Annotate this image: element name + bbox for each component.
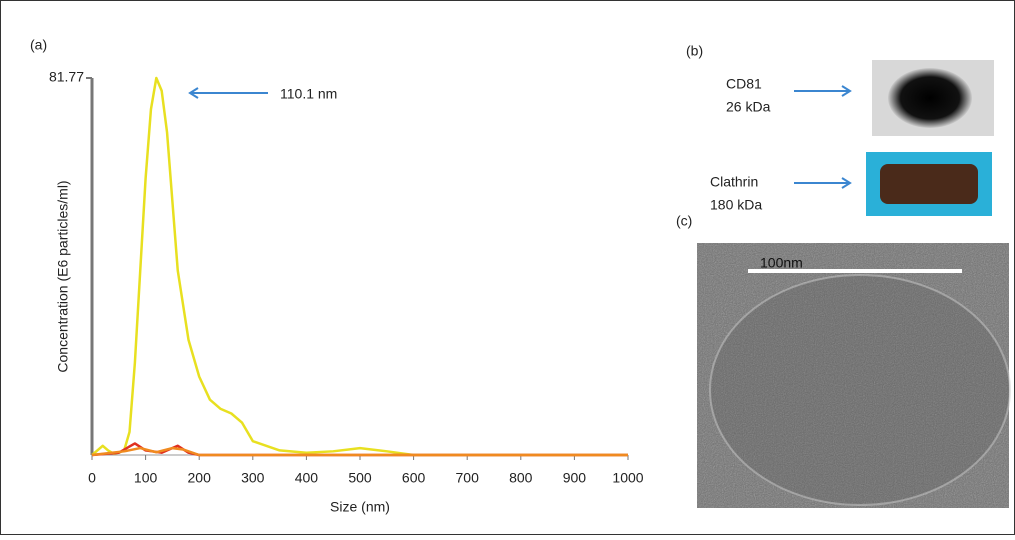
- x-tick-label: 700: [456, 470, 480, 486]
- x-axis-label: Size (nm): [330, 499, 390, 515]
- blot-band: [888, 68, 972, 128]
- x-tick-label: 0: [88, 470, 96, 486]
- blot-band: [880, 164, 978, 204]
- blot-label: Clathrin: [710, 174, 758, 190]
- panel-label: (a): [30, 37, 47, 53]
- y-tick-label: 81.77: [49, 69, 84, 85]
- x-tick-label: 600: [402, 470, 426, 486]
- x-tick-label: 300: [241, 470, 265, 486]
- x-tick-label: 500: [348, 470, 372, 486]
- blot-label: 180 kDa: [710, 197, 762, 213]
- panel-label: (c): [676, 213, 692, 229]
- blot-label: CD81: [726, 76, 762, 92]
- x-tick-label: 900: [563, 470, 587, 486]
- vesicle: [710, 275, 1010, 505]
- y-axis-label: Concentration (E6 particles/ml): [55, 180, 71, 372]
- scale-bar-label: 100nm: [760, 255, 803, 271]
- x-tick-label: 400: [295, 470, 319, 486]
- annotation: 110.1 nm: [280, 86, 337, 102]
- x-tick-label: 800: [509, 470, 533, 486]
- x-tick-label: 200: [188, 470, 212, 486]
- x-tick-label: 1000: [612, 470, 643, 486]
- blot-label: 26 kDa: [726, 99, 771, 115]
- figure: 81.77 0 100 200 300 400 500 600 700 800 900 1000 Siz…: [0, 0, 1015, 535]
- x-tick-label: 100: [134, 470, 158, 486]
- panel-label: (b): [686, 43, 703, 59]
